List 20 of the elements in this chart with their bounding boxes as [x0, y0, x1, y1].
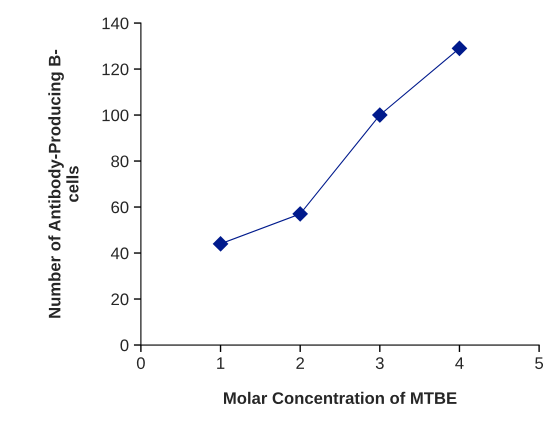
y-tick-label: 20	[111, 293, 128, 306]
y-tick-label: 140	[102, 17, 128, 30]
x-tick-label: 5	[535, 357, 544, 370]
point	[292, 206, 308, 222]
y-tick-label: 60	[111, 201, 128, 214]
y-tick-label: 40	[110, 247, 128, 260]
y-tick-label: 120	[102, 63, 128, 76]
x-tick-label: 2	[296, 357, 304, 369]
y-tick-label: 80	[111, 155, 128, 168]
x-tick-label: 0	[136, 357, 145, 370]
x-tick-label: 3	[376, 357, 384, 370]
x-tick-label: 1	[217, 357, 224, 369]
point	[452, 40, 468, 56]
y-axis-title: Number of Antibody-Producing B- cells	[48, 50, 79, 318]
x-axis-title: Molar Concentration of MTBE	[224, 392, 456, 404]
y-tick-label: 0	[120, 339, 128, 352]
x-tick-label: 4	[455, 357, 464, 369]
y-tick-label: 100	[102, 109, 128, 122]
point	[212, 236, 228, 252]
point	[372, 107, 388, 123]
